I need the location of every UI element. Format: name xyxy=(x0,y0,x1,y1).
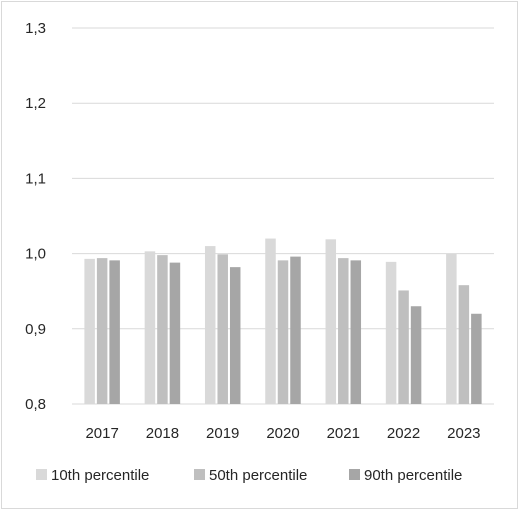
bar-2021-series-1 xyxy=(325,239,337,404)
x-tick-label: 2021 xyxy=(327,425,360,442)
bar-2019-series-1 xyxy=(204,246,216,404)
bar-2019-series-3 xyxy=(229,267,241,404)
legend-swatch xyxy=(349,469,360,480)
x-axis-tick-labels: 2017 2018 2019 2020 2021 2022 2023 xyxy=(85,425,480,442)
bar-2023-series-3 xyxy=(471,313,482,404)
bar-2019-series-2 xyxy=(217,254,228,404)
bar-2018-series-3 xyxy=(169,262,181,404)
x-tick-label: 2022 xyxy=(387,425,420,442)
legend-label: 90th percentile xyxy=(364,467,462,484)
bar-2022-series-2 xyxy=(398,290,409,404)
legend-label: 10th percentile xyxy=(51,467,149,484)
bar-2021-series-2 xyxy=(338,258,349,404)
bar-2023-series-2 xyxy=(458,285,470,404)
bar-2017-series-3 xyxy=(109,260,120,404)
legend-label: 50th percentile xyxy=(209,467,307,484)
legend: 10th percentile 50th percentile 90th perce… xyxy=(36,467,462,484)
gridlines xyxy=(72,27,494,405)
y-axis-tick-labels: 0,8 0,9 1,0 1,1 1,2 1,3 xyxy=(25,20,46,413)
bar-2017-series-1 xyxy=(84,258,95,404)
bar-2018-series-2 xyxy=(157,255,168,404)
bar-2023-series-1 xyxy=(446,253,457,404)
y-tick-label: 0,9 xyxy=(25,321,46,338)
legend-swatch xyxy=(36,469,47,480)
y-tick-label: 0,8 xyxy=(25,396,46,413)
bar-2021-series-3 xyxy=(350,260,362,404)
x-tick-label: 2023 xyxy=(447,425,480,442)
bar-2017-series-2 xyxy=(96,258,108,404)
y-tick-label: 1,0 xyxy=(25,246,46,263)
x-tick-label: 2020 xyxy=(266,425,299,442)
bar-2020-series-2 xyxy=(277,260,289,404)
bar-2020-series-1 xyxy=(265,238,276,404)
x-tick-label: 2018 xyxy=(146,425,179,442)
bar-2018-series-1 xyxy=(144,251,156,404)
bar-2022-series-3 xyxy=(410,306,422,404)
bars xyxy=(84,238,482,404)
legend-swatch xyxy=(194,469,205,480)
bar-2020-series-3 xyxy=(290,256,301,404)
x-tick-label: 2017 xyxy=(85,425,118,442)
y-tick-label: 1,1 xyxy=(25,170,46,187)
x-tick-label: 2019 xyxy=(206,425,239,442)
y-tick-label: 1,2 xyxy=(25,95,46,112)
bar-2022-series-1 xyxy=(385,261,397,404)
y-tick-label: 1,3 xyxy=(25,20,46,37)
